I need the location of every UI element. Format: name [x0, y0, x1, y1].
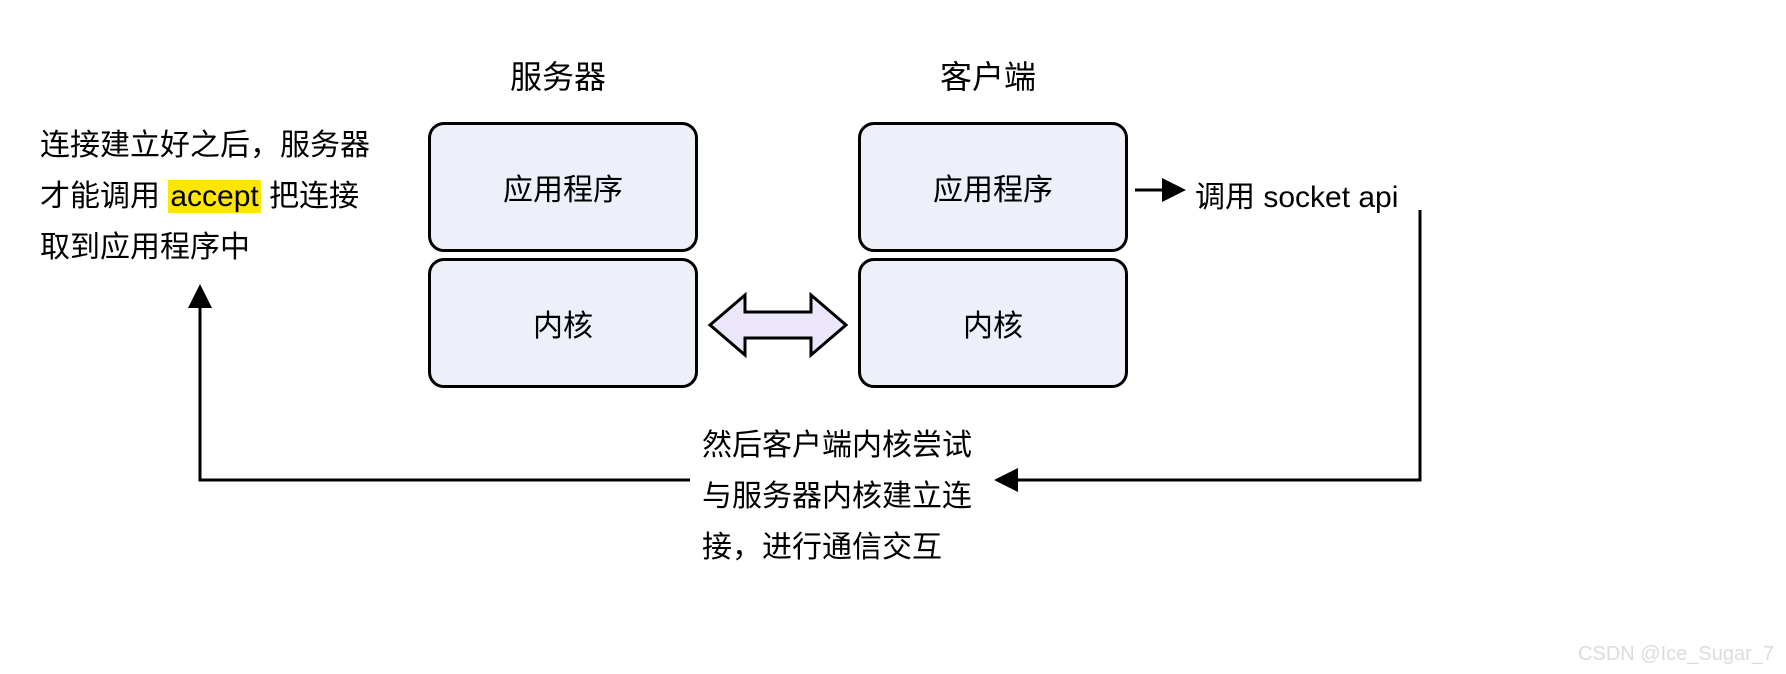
annot-left-highlight: accept [168, 180, 260, 213]
annot-left-line1: 连接建立好之后，服务器 [40, 120, 370, 171]
annot-left: 连接建立好之后，服务器 才能调用 accept 把连接 取到应用程序中 [40, 120, 370, 273]
client-header: 客户端 [940, 52, 1036, 98]
annot-bottom-line3: 接，进行通信交互 [702, 522, 972, 573]
server-header: 服务器 [510, 52, 606, 98]
client-app-box: 应用程序 [858, 122, 1128, 252]
watermark: CSDN @Ice_Sugar_7 [1578, 643, 1774, 666]
server-kernel-label: 内核 [533, 301, 593, 345]
server-app-box: 应用程序 [428, 122, 698, 252]
client-kernel-label: 内核 [963, 301, 1023, 345]
annot-left-line2-pre: 才能调用 [40, 180, 168, 213]
server-kernel-box: 内核 [428, 258, 698, 388]
client-app-label: 应用程序 [933, 165, 1053, 209]
server-app-label: 应用程序 [503, 165, 623, 209]
annot-left-line2: 才能调用 accept 把连接 [40, 171, 370, 222]
annot-bottom-line1: 然后客户端内核尝试 [702, 420, 972, 471]
client-kernel-box: 内核 [858, 258, 1128, 388]
annot-left-line3: 取到应用程序中 [40, 222, 370, 273]
annot-bottom-line2: 与服务器内核建立连 [702, 471, 972, 522]
annot-bottom: 然后客户端内核尝试 与服务器内核建立连 接，进行通信交互 [702, 420, 972, 573]
annot-left-line2-post: 把连接 [261, 180, 359, 213]
annot-right: 调用 socket api [1195, 172, 1398, 223]
bidir-arrow-icon [710, 295, 846, 355]
